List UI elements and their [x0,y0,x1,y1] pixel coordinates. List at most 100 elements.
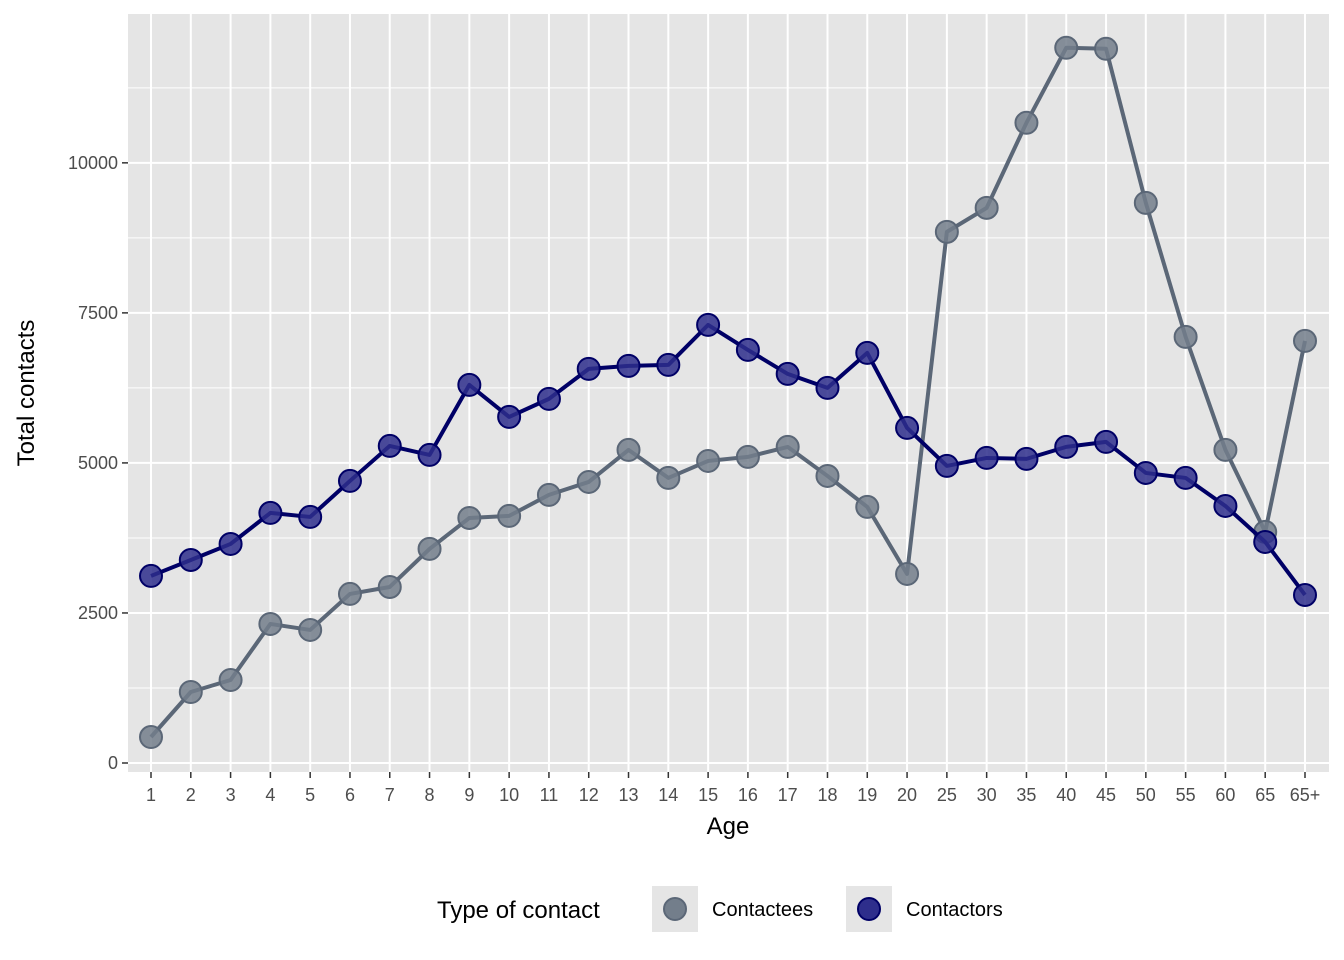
x-tick-label: 16 [738,785,758,805]
x-tick-label: 1 [146,785,156,805]
x-tick-label: 11 [540,785,559,805]
x-tick-label: 65 [1255,785,1275,805]
plot-panel [128,14,1329,772]
data-point [1054,434,1079,459]
data-point [178,547,203,572]
legend-label-contactors: Contactors [906,899,1003,921]
legend: Type of contact Contactees Contactors [437,886,1003,932]
data-point [1014,110,1039,135]
data-point [895,415,920,440]
x-tick-label: 5 [305,785,315,805]
x-tick-label: 18 [817,785,837,805]
data-point [178,679,203,704]
legend-marker-contactees [663,897,687,921]
data-point [1173,465,1198,490]
data-point [775,361,800,386]
x-tick-label: 4 [265,785,275,805]
x-tick-label: 14 [658,785,678,805]
data-point [656,465,681,490]
gridlines [128,14,1329,772]
x-tick-label: 2 [186,785,196,805]
data-point [934,453,959,478]
data-point [775,434,800,459]
y-tick-label: 2500 [78,603,118,623]
legend-marker-contactors [857,897,881,921]
data-point [815,375,840,400]
data-point [735,337,760,362]
x-tick-label: 19 [857,785,877,805]
data-point [457,372,482,397]
y-tick-label: 5000 [78,453,118,473]
legend-title: Type of contact [437,897,600,924]
data-point [696,448,721,473]
data-point [377,574,402,599]
data-point [616,437,641,462]
data-point [417,536,442,561]
x-tick-label: 8 [425,785,435,805]
data-point [1173,324,1198,349]
data-point [1133,460,1158,485]
x-tick-label: 20 [897,785,917,805]
data-point [337,581,362,606]
data-point [1253,529,1278,554]
series-contactees [139,35,1317,750]
x-tick-label: 6 [345,785,355,805]
data-point [1094,429,1119,454]
data-point [855,494,880,519]
data-point [497,404,522,429]
x-tick-label: 40 [1056,785,1076,805]
data-point [934,219,959,244]
series-layer [139,35,1317,750]
data-point [1014,446,1039,471]
x-tick-label: 15 [698,785,718,805]
series-contactors [139,312,1317,607]
legend-label-contactees: Contactees [712,899,813,921]
x-axis-title: Age [707,813,750,840]
data-point [337,468,362,493]
data-point [895,561,920,586]
data-point [1293,582,1317,607]
x-tick-label: 35 [1016,785,1036,805]
data-point [1293,328,1317,353]
x-tick-label: 7 [385,785,395,805]
x-tick-label: 65+ [1290,785,1321,805]
data-point [258,611,283,636]
x-tick-label: 9 [464,785,474,805]
x-tick-label: 17 [778,785,798,805]
y-axis-title: Total contacts [13,320,40,467]
data-point [298,504,323,529]
data-point [497,503,522,528]
data-point [735,444,760,469]
data-point [974,445,999,470]
data-point [258,500,283,525]
x-tick-label: 50 [1136,785,1156,805]
x-tick-label: 30 [977,785,997,805]
y-tick-label: 0 [108,753,118,773]
data-point [298,617,323,642]
data-point [1054,35,1079,60]
x-axis: 1 2 3 4 5 6 7 8 9 10 11 12 13 14 15 16 17 18 19 20 25 30 35 40 4… [146,772,1320,805]
x-tick-label: 25 [937,785,957,805]
data-point [536,482,561,507]
data-point [1133,190,1158,215]
data-point [855,340,880,365]
y-tick-label: 10000 [68,153,118,173]
data-point [218,531,243,556]
data-point [536,386,561,411]
data-point [457,505,482,530]
y-axis: 0 2500 5000 7500 10000 [68,153,128,773]
data-point [576,356,601,381]
x-tick-label: 3 [226,785,236,805]
data-point [815,463,840,488]
x-tick-label: 55 [1176,785,1196,805]
data-point [218,667,243,692]
y-tick-label: 7500 [78,303,118,323]
data-point [377,433,402,458]
data-point [139,563,163,588]
data-point [1213,437,1238,462]
x-tick-label: 12 [579,785,599,805]
x-tick-label: 45 [1096,785,1116,805]
data-point [696,312,721,337]
data-point [974,195,999,220]
